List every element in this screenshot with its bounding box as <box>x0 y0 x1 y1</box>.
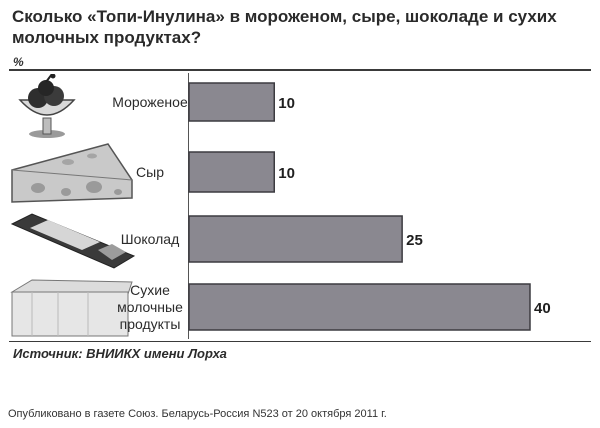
ice-cream-icon <box>18 74 76 138</box>
chocolate-bar-icon <box>10 213 136 269</box>
category-label-3: Шоколад <box>121 231 180 247</box>
value-label-4: 40 <box>534 300 551 317</box>
bar-2 <box>188 151 275 193</box>
bar-4 <box>188 283 531 331</box>
bar-3 <box>188 215 403 263</box>
chart-title: Сколько «Топи-Инулина» в мороженом, сыре… <box>12 7 557 47</box>
value-label-1: 10 <box>278 95 295 112</box>
category-label-4: Сухие молочные продукты <box>117 282 183 332</box>
unit-label: % <box>13 55 24 69</box>
value-axis <box>188 73 189 339</box>
value-label-2: 10 <box>278 165 295 182</box>
bottom-rule <box>9 341 591 342</box>
bar-1 <box>188 82 275 122</box>
top-rule <box>9 69 591 71</box>
category-label-1: Мороженое <box>112 94 188 110</box>
category-label-2: Сыр <box>136 164 164 180</box>
value-label-3: 25 <box>406 232 423 249</box>
source-note: Источник: ВНИИКХ имени Лорха <box>13 346 227 361</box>
cheese-icon <box>11 143 133 203</box>
publication-note: Опубликовано в газете Союз. Беларусь-Рос… <box>8 408 387 420</box>
dry-milk-box-icon <box>10 279 133 337</box>
